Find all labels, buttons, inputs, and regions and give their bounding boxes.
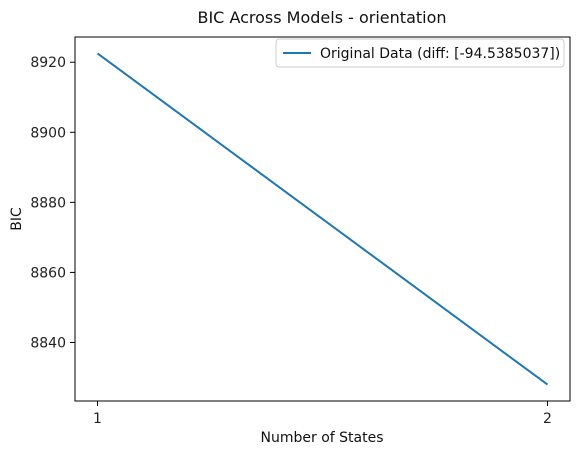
x-tick-label: 1 <box>93 411 102 427</box>
legend-box <box>275 38 565 68</box>
y-tick-label: 8880 <box>30 195 66 211</box>
series-layer <box>96 52 549 386</box>
x-axis-label: Number of States <box>261 430 384 446</box>
y-tick-label: 8920 <box>30 55 66 71</box>
legend-label: Original Data (diff: [-94.5385037]) <box>320 46 560 62</box>
y-axis-ticks: 8840 8860 8880 8900 8920 <box>30 55 75 351</box>
y-axis-label: BIC <box>9 207 25 231</box>
x-tick-label: 2 <box>543 411 552 427</box>
y-tick-label: 8840 <box>30 335 66 351</box>
y-tick-label: 8860 <box>30 265 66 281</box>
y-tick-label: 8900 <box>30 125 66 141</box>
legend: Original Data (diff: [-94.5385037]) <box>275 38 565 68</box>
chart-title: BIC Across Models - orientation <box>197 8 446 27</box>
series-line <box>96 52 549 386</box>
